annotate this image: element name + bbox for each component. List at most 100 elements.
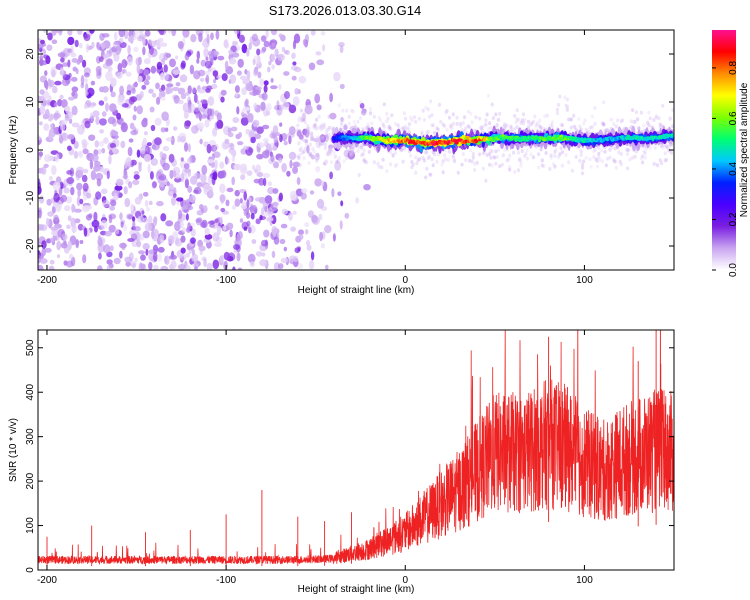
noise-cell [59, 181, 64, 190]
noise-cell [234, 189, 240, 197]
noise-cell [567, 117, 571, 122]
noise-cell [332, 233, 336, 242]
noise-cell [595, 159, 600, 164]
noise-cell [250, 212, 255, 220]
noise-cell [171, 196, 176, 206]
noise-cell [189, 64, 195, 75]
noise-cell [329, 171, 333, 180]
noise-cell [558, 151, 562, 156]
noise-cell [402, 146, 406, 151]
noise-cell [520, 118, 524, 123]
noise-cell [112, 118, 117, 127]
noise-cell [142, 243, 150, 250]
noise-cell [559, 146, 563, 151]
noise-cell [446, 158, 450, 163]
noise-cell [209, 139, 216, 146]
noise-cell [516, 117, 521, 122]
noise-cell [481, 151, 485, 156]
noise-cell [302, 117, 306, 122]
noise-cell [555, 107, 560, 112]
noise-cell [452, 158, 457, 163]
noise-cell [619, 152, 623, 156]
noise-cell [153, 264, 159, 270]
noise-cell [38, 135, 41, 141]
noise-cell [95, 65, 102, 74]
noise-cell [283, 71, 290, 76]
noise-cell [255, 251, 263, 257]
noise-cell [365, 160, 369, 165]
noise-cell [66, 260, 74, 268]
noise-cell [301, 188, 308, 194]
y-tick-label: 10 [25, 96, 36, 108]
noise-cell [169, 264, 174, 270]
noise-cell [53, 192, 60, 203]
noise-cell [511, 150, 516, 155]
noise-cell [206, 159, 215, 164]
noise-cell [94, 140, 100, 148]
noise-cell [50, 113, 54, 120]
noise-cell [271, 214, 277, 225]
noise-cell [311, 135, 315, 140]
noise-cell [377, 115, 381, 120]
noise-cell [503, 122, 507, 127]
noise-cell [39, 121, 43, 126]
noise-cell [256, 48, 261, 56]
noise-cell [600, 121, 605, 126]
noise-cell [261, 150, 270, 159]
noise-cell [401, 159, 405, 164]
noise-cell [291, 52, 296, 60]
noise-cell [101, 42, 105, 50]
noise-cell [61, 119, 68, 125]
noise-cell [114, 185, 123, 191]
noise-cell [320, 127, 324, 132]
noise-cell [182, 30, 190, 38]
noise-cell [116, 112, 122, 120]
noise-cell [263, 80, 269, 86]
noise-cell [38, 178, 41, 186]
noise-cell [128, 181, 133, 189]
noise-cell [315, 165, 321, 173]
noise-cell [151, 228, 159, 238]
noise-cell [538, 124, 542, 129]
noise-cell [370, 121, 374, 126]
noise-cell [304, 104, 313, 115]
noise-cell [124, 197, 131, 208]
noise-cell [299, 146, 304, 151]
noise-cell [333, 154, 337, 159]
noise-cell [79, 42, 83, 49]
noise-cell [394, 121, 398, 126]
noise-cell [671, 124, 674, 129]
snr-frame [37, 329, 675, 571]
noise-cell [377, 164, 381, 169]
noise-cell [508, 165, 512, 170]
noise-cell [316, 198, 325, 209]
noise-cell [173, 193, 177, 198]
noise-cell [184, 264, 191, 270]
noise-cell [133, 170, 140, 176]
noise-cell [569, 125, 573, 130]
noise-cell [59, 94, 64, 100]
noise-cell [216, 112, 222, 122]
noise-cell [127, 45, 131, 55]
noise-cell [633, 154, 637, 159]
noise-cell [177, 135, 181, 143]
noise-cell [505, 123, 509, 128]
noise-cell [66, 170, 73, 175]
noise-cell [49, 123, 54, 129]
noise-cell [39, 258, 48, 264]
noise-cell [266, 110, 271, 116]
signal-cell [465, 135, 470, 140]
noise-cell [231, 156, 235, 162]
noise-cell [187, 143, 191, 153]
noise-cell [175, 82, 181, 87]
noise-cell [304, 222, 310, 228]
noise-cell [316, 135, 320, 140]
noise-cell [158, 91, 162, 100]
noise-cell [261, 252, 266, 257]
noise-cell [234, 92, 239, 98]
noise-cell [52, 181, 61, 191]
noise-cell [140, 254, 146, 261]
noise-cell [119, 213, 123, 220]
noise-cell [429, 172, 433, 177]
noise-cell [167, 235, 175, 245]
